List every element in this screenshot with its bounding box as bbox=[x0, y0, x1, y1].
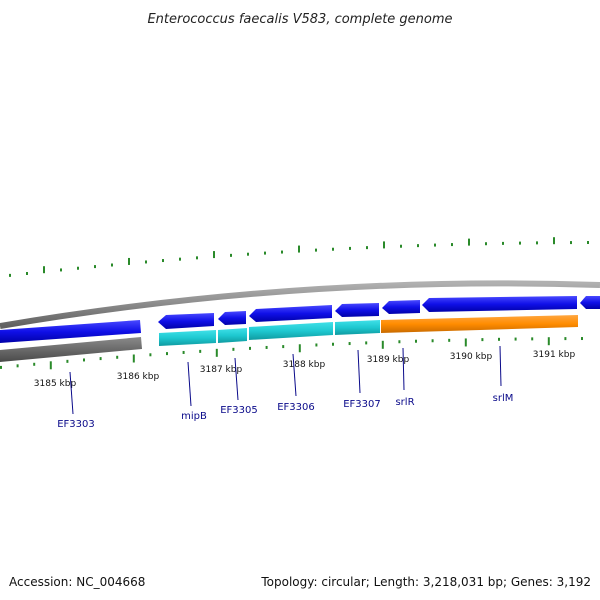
leader-line bbox=[234, 357, 239, 401]
leader-line bbox=[402, 347, 405, 391]
genome-summary-text: Topology: circular; Length: 3,218,031 bp… bbox=[260, 575, 591, 589]
gene-arrow-ef3307[interactable] bbox=[335, 303, 379, 317]
leader-line bbox=[187, 361, 192, 407]
backbone-outer-ring bbox=[0, 280, 600, 329]
reverse-gene-cyan-1[interactable] bbox=[159, 330, 216, 346]
gene-label-ef3307[interactable]: EF3307 bbox=[343, 399, 381, 410]
kbp-label: 3190 kbp bbox=[450, 352, 493, 362]
reverse-gene-cyan-4[interactable] bbox=[335, 320, 380, 335]
page-title: Enterococcus faecalis V583, complete gen… bbox=[147, 12, 452, 27]
leader-line bbox=[357, 349, 361, 394]
scale-tick-ring bbox=[0, 337, 583, 370]
gene-arrow-ef3305[interactable] bbox=[218, 311, 246, 325]
outer-tick-ring bbox=[9, 237, 589, 277]
gene-label-srlr[interactable]: srlR bbox=[395, 397, 414, 408]
gene-label-ef3303[interactable]: EF3303 bbox=[57, 419, 95, 430]
kbp-label: 3191 kbp bbox=[533, 350, 576, 360]
gene-arrow-ef3306[interactable] bbox=[249, 305, 332, 322]
reverse-gene-cyan-3[interactable] bbox=[249, 322, 333, 340]
accession-text: Accession: NC_004668 bbox=[9, 575, 145, 589]
leader-line bbox=[499, 345, 502, 387]
gene-label-ef3306[interactable]: EF3306 bbox=[277, 402, 315, 413]
gene-label-mipb[interactable]: mipB bbox=[181, 411, 207, 422]
leader-line bbox=[292, 353, 297, 397]
kbp-label: 3186 kbp bbox=[117, 372, 160, 382]
gene-arrow-next[interactable] bbox=[580, 296, 600, 309]
kbp-label: 3187 kbp bbox=[200, 365, 243, 375]
reverse-strand-genes bbox=[0, 315, 578, 362]
gene-label-srlm[interactable]: srlM bbox=[493, 393, 514, 404]
gene-arrow-mipb[interactable] bbox=[158, 313, 214, 329]
gene-arrow-ef3303[interactable] bbox=[0, 320, 141, 343]
kbp-label: 3189 kbp bbox=[367, 355, 410, 365]
reverse-gene-cyan-2[interactable] bbox=[218, 328, 247, 343]
gene-arrow-srlm[interactable] bbox=[422, 296, 577, 312]
kbp-label: 3185 kbp bbox=[34, 379, 77, 389]
reverse-gene-orange[interactable] bbox=[381, 315, 578, 333]
gene-label-ef3305[interactable]: EF3305 bbox=[220, 405, 258, 416]
reverse-gene-grey[interactable] bbox=[0, 337, 142, 362]
kbp-scale-labels: 3185 kbp 3186 kbp 3187 kbp 3188 kbp 3189… bbox=[34, 350, 576, 389]
leader-line bbox=[69, 371, 74, 415]
gene-arrow-srlr[interactable] bbox=[382, 300, 420, 314]
gene-labels: EF3303 mipB EF3305 EF3306 EF3307 srlR sr… bbox=[57, 345, 514, 430]
kbp-label: 3188 kbp bbox=[283, 360, 326, 370]
forward-strand-genes bbox=[0, 296, 600, 343]
